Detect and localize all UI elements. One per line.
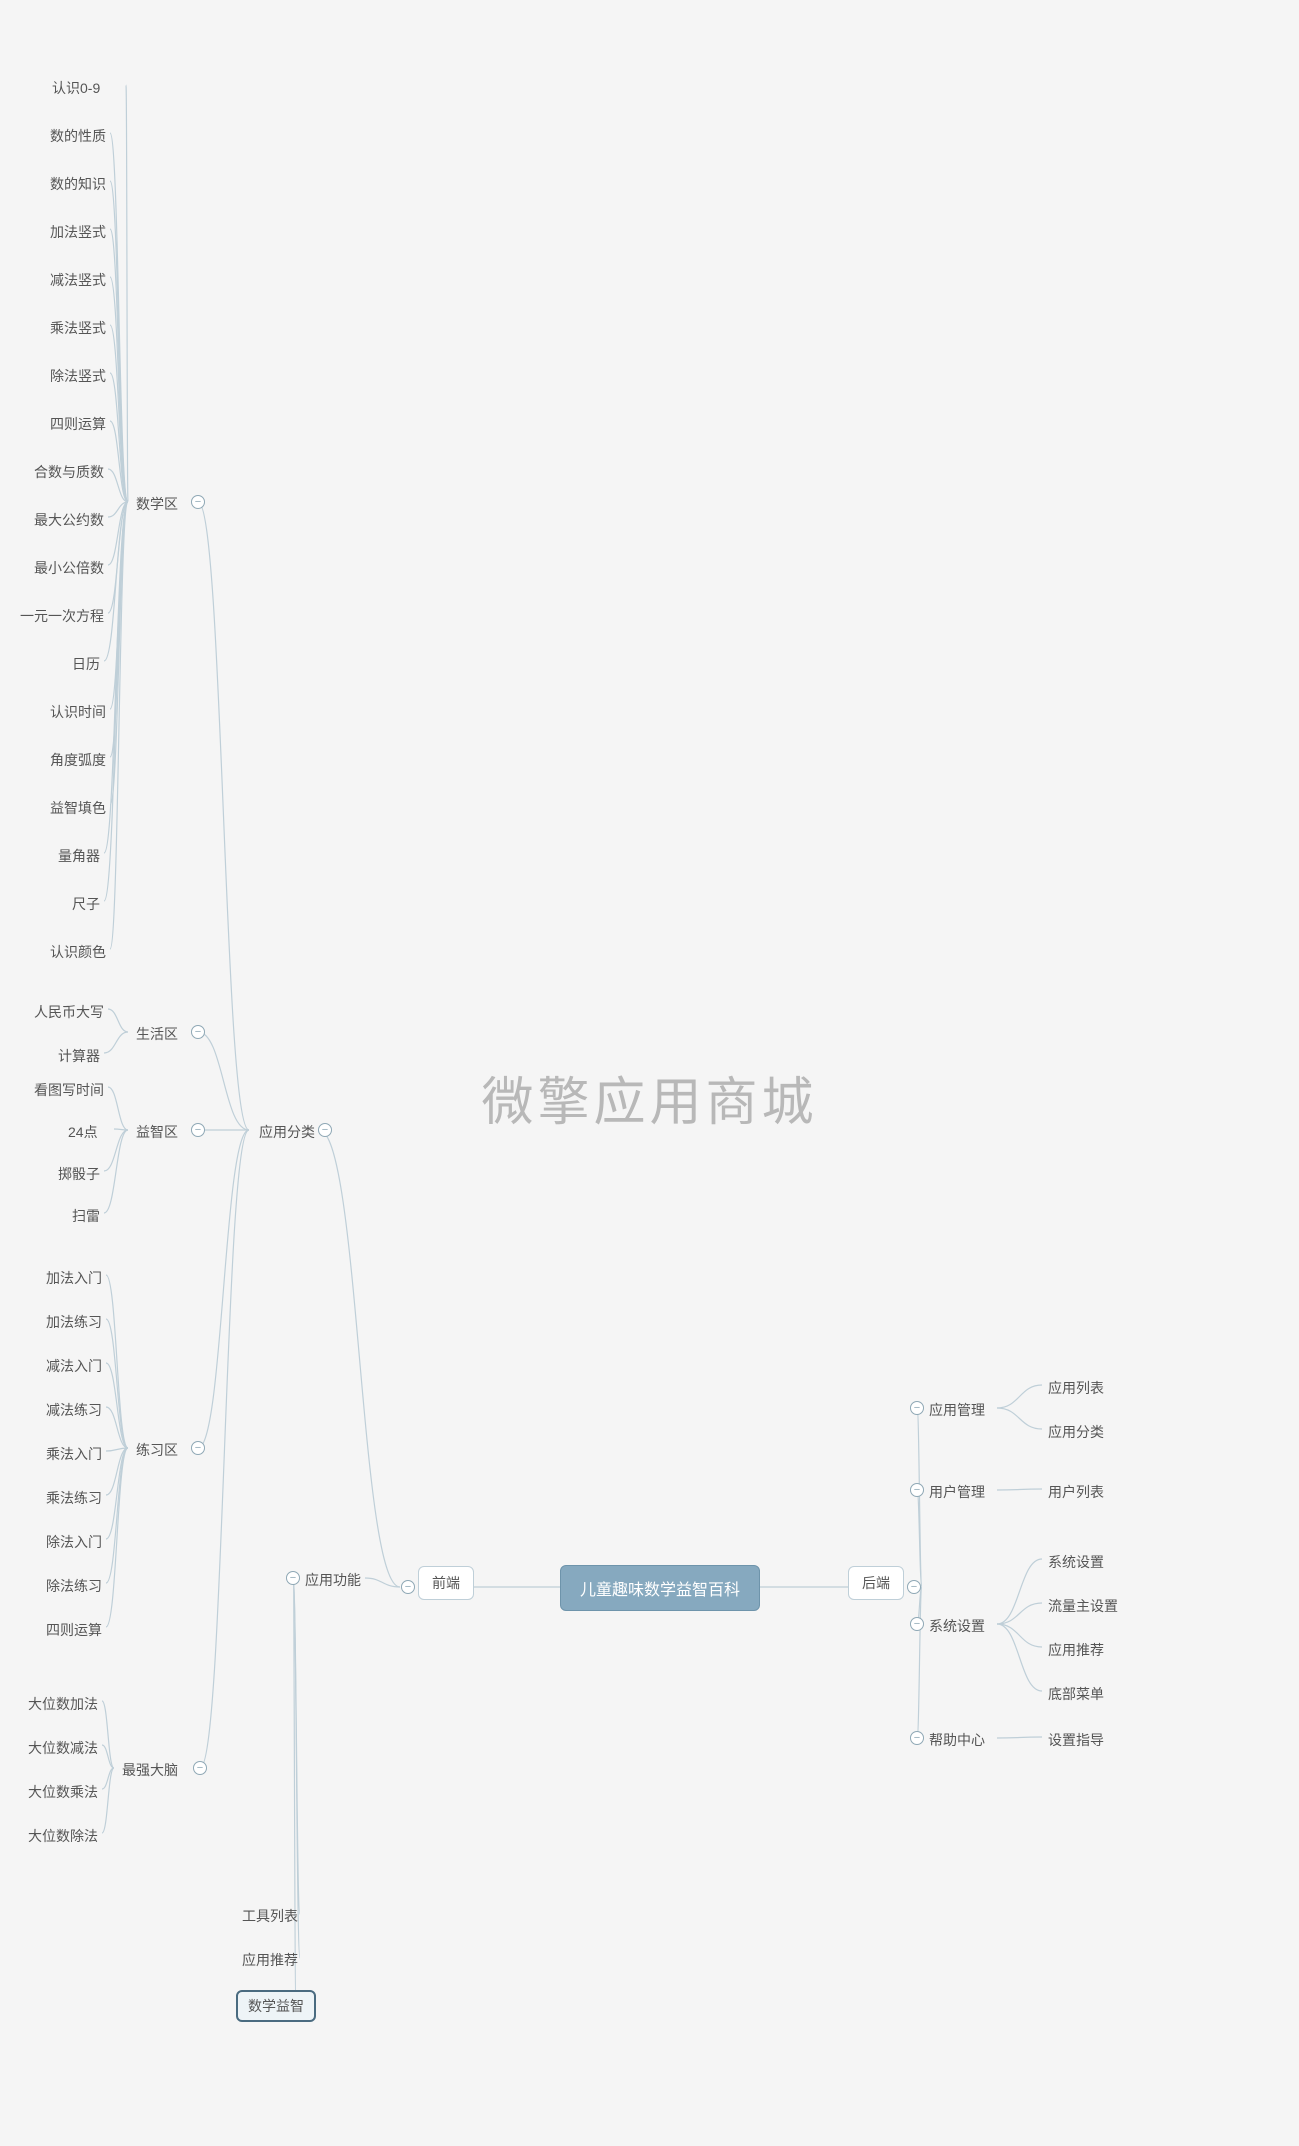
leaf-life-0[interactable]: 人民币大写 (32, 998, 106, 1026)
leaf-math-10[interactable]: 最小公倍数 (32, 554, 106, 582)
leaf-appfn-2[interactable]: 数学益智 (236, 1990, 316, 2022)
leaf-life-1[interactable]: 计算器 (56, 1042, 102, 1070)
node-brain[interactable]: 最强大脑 (120, 1756, 180, 1784)
toggle-backend[interactable]: − (907, 1580, 921, 1594)
leaf-math-3[interactable]: 加法竖式 (48, 218, 108, 246)
leaf-puzzle-0[interactable]: 看图写时间 (32, 1076, 106, 1104)
toggle-life[interactable]: − (191, 1025, 205, 1039)
node-math[interactable]: 数学区 (134, 490, 180, 518)
leaf-math-0[interactable]: 认识0-9 (50, 74, 102, 102)
toggle-help[interactable]: − (910, 1731, 924, 1745)
leaf-prac-7[interactable]: 除法练习 (44, 1572, 104, 1600)
toggle-appcat[interactable]: − (318, 1123, 332, 1137)
leaf-appfn-0[interactable]: 工具列表 (240, 1902, 300, 1930)
toggle-usrmgr[interactable]: − (910, 1483, 924, 1497)
leaf-math-4[interactable]: 减法竖式 (48, 266, 108, 294)
toggle-syscfg[interactable]: − (910, 1617, 924, 1631)
leaf-math-16[interactable]: 量角器 (56, 842, 102, 870)
toggle-frontend[interactable]: − (401, 1580, 415, 1594)
leaf-prac-4[interactable]: 乘法入门 (44, 1440, 104, 1468)
leaf-prac-6[interactable]: 除法入门 (44, 1528, 104, 1556)
leaf-math-8[interactable]: 合数与质数 (32, 458, 106, 486)
leaf-math-9[interactable]: 最大公约数 (32, 506, 106, 534)
leaf-math-1[interactable]: 数的性质 (48, 122, 108, 150)
node-usrmgr[interactable]: 用户管理 (927, 1478, 987, 1506)
node-help[interactable]: 帮助中心 (927, 1726, 987, 1754)
leaf-brain-3[interactable]: 大位数除法 (26, 1822, 100, 1850)
node-prac[interactable]: 练习区 (134, 1436, 180, 1464)
leaf-syscfg-0[interactable]: 系统设置 (1046, 1548, 1106, 1576)
leaf-math-13[interactable]: 认识时间 (48, 698, 108, 726)
node-appmgr[interactable]: 应用管理 (927, 1396, 987, 1424)
leaf-prac-0[interactable]: 加法入门 (44, 1264, 104, 1292)
toggle-puzzle[interactable]: − (191, 1123, 205, 1137)
leaf-math-17[interactable]: 尺子 (70, 890, 102, 918)
backend-node[interactable]: 后端 (848, 1566, 904, 1600)
leaf-syscfg-3[interactable]: 底部菜单 (1046, 1680, 1106, 1708)
leaf-math-15[interactable]: 益智填色 (48, 794, 108, 822)
leaf-prac-3[interactable]: 减法练习 (44, 1396, 104, 1424)
leaf-appmgr-1[interactable]: 应用分类 (1046, 1418, 1106, 1446)
node-syscfg[interactable]: 系统设置 (927, 1612, 987, 1640)
leaf-appmgr-0[interactable]: 应用列表 (1046, 1374, 1106, 1402)
leaf-puzzle-1[interactable]: 24点 (66, 1118, 100, 1146)
leaf-math-2[interactable]: 数的知识 (48, 170, 108, 198)
leaf-prac-2[interactable]: 减法入门 (44, 1352, 104, 1380)
leaf-brain-1[interactable]: 大位数减法 (26, 1734, 100, 1762)
node-puzzle[interactable]: 益智区 (134, 1118, 180, 1146)
leaf-syscfg-1[interactable]: 流量主设置 (1046, 1592, 1120, 1620)
toggle-prac[interactable]: − (191, 1441, 205, 1455)
mindmap-links (0, 0, 1299, 2146)
toggle-math[interactable]: − (191, 495, 205, 509)
leaf-prac-5[interactable]: 乘法练习 (44, 1484, 104, 1512)
leaf-brain-0[interactable]: 大位数加法 (26, 1690, 100, 1718)
leaf-math-11[interactable]: 一元一次方程 (18, 602, 106, 630)
leaf-puzzle-2[interactable]: 掷骰子 (56, 1160, 102, 1188)
leaf-math-5[interactable]: 乘法竖式 (48, 314, 108, 342)
leaf-math-14[interactable]: 角度弧度 (48, 746, 108, 774)
leaf-math-18[interactable]: 认识颜色 (48, 938, 108, 966)
toggle-brain[interactable]: − (193, 1761, 207, 1775)
leaf-puzzle-3[interactable]: 扫雷 (70, 1202, 102, 1230)
leaf-usrmgr-0[interactable]: 用户列表 (1046, 1478, 1106, 1506)
leaf-prac-8[interactable]: 四则运算 (44, 1616, 104, 1644)
leaf-math-12[interactable]: 日历 (70, 650, 102, 678)
leaf-math-6[interactable]: 除法竖式 (48, 362, 108, 390)
toggle-appfn[interactable]: − (286, 1571, 300, 1585)
toggle-appmgr[interactable]: − (910, 1401, 924, 1415)
leaf-appfn-1[interactable]: 应用推荐 (240, 1946, 300, 1974)
leaf-prac-1[interactable]: 加法练习 (44, 1308, 104, 1336)
leaf-brain-2[interactable]: 大位数乘法 (26, 1778, 100, 1806)
node-appfn[interactable]: 应用功能 (303, 1566, 363, 1594)
frontend-node[interactable]: 前端 (418, 1566, 474, 1600)
node-life[interactable]: 生活区 (134, 1020, 180, 1048)
leaf-syscfg-2[interactable]: 应用推荐 (1046, 1636, 1106, 1664)
leaf-math-7[interactable]: 四则运算 (48, 410, 108, 438)
root-node[interactable]: 儿童趣味数学益智百科 (560, 1565, 760, 1611)
node-appcat[interactable]: 应用分类 (257, 1118, 317, 1146)
leaf-help-0[interactable]: 设置指导 (1046, 1726, 1106, 1754)
